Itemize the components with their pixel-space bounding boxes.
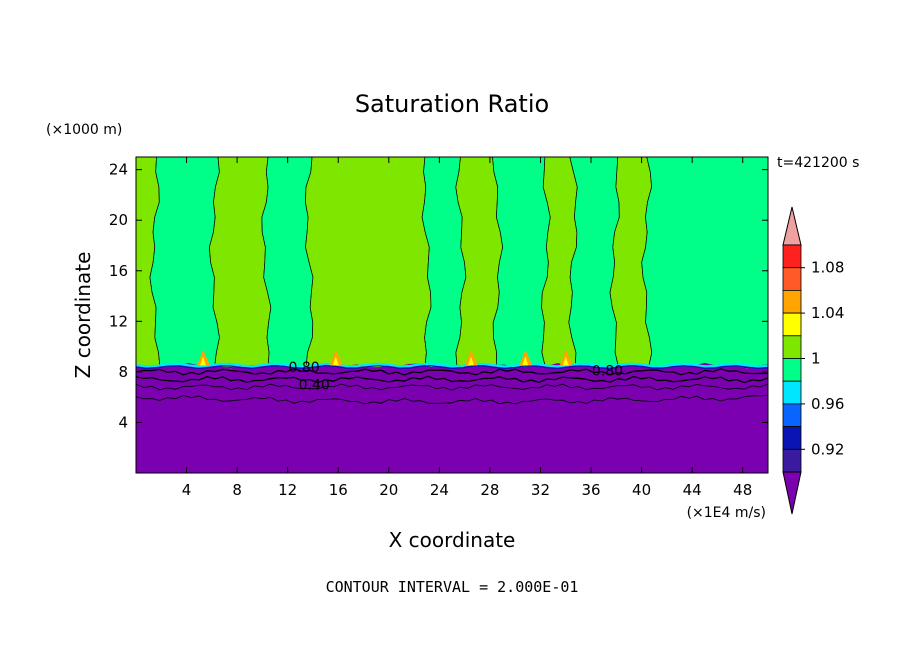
colorbar-label-1.04: 1.04 xyxy=(811,304,844,322)
colorbar-label-0.96: 0.96 xyxy=(811,395,844,413)
x-tick-label-8: 8 xyxy=(232,481,242,499)
x-tick-label-44: 44 xyxy=(683,481,702,499)
isoline-z-6 xyxy=(135,394,769,405)
colorbar-box-1.02-1.04 xyxy=(782,312,802,337)
isoline-z-8 xyxy=(135,368,769,376)
supersat-spot-orange-1 xyxy=(196,349,210,366)
contour-interval-footer: CONTOUR INTERVAL = 2.000E-01 xyxy=(326,578,579,596)
x-tick-label-32: 32 xyxy=(531,481,550,499)
field-region-2 xyxy=(149,156,220,368)
x-axis-title: X coordinate xyxy=(389,528,516,552)
colorbar-box-1.00-1.02 xyxy=(782,335,802,359)
colorbar-box-1.08-1.10 xyxy=(782,244,802,269)
x-tick-label-12: 12 xyxy=(278,481,297,499)
x-unit-label: (×1E4 m/s) xyxy=(687,505,766,521)
colorbar-box-0.94-0.96 xyxy=(782,403,802,427)
supersat-spot-yellow-5 xyxy=(562,356,569,366)
supersat-spot-yellow-1 xyxy=(199,356,206,366)
field-region-5 xyxy=(305,156,432,368)
x-tick-label-28: 28 xyxy=(480,481,499,499)
z-tick-label-4: 4 xyxy=(118,413,128,431)
contour-label-2: 0.40 xyxy=(299,378,330,394)
supersat-spot-orange-5 xyxy=(559,349,573,366)
supersat-spot-orange-3 xyxy=(464,349,478,366)
transition-band-blue xyxy=(135,365,769,370)
colorbar-box-1.06-1.08 xyxy=(782,267,802,291)
z-tick-label-20: 20 xyxy=(109,211,128,229)
z-tick-label-12: 12 xyxy=(109,312,128,330)
colorbar: 1.08 1.04 1 0.96 0.92 xyxy=(782,206,844,515)
x-tick-label-36: 36 xyxy=(581,481,600,499)
supersat-spot-orange-2 xyxy=(329,349,343,366)
plot-frame xyxy=(135,156,769,474)
colorbar-box-0.90-0.92 xyxy=(782,448,802,473)
x-tick-label-48: 48 xyxy=(733,481,752,499)
z-axis-title: Z coordinate xyxy=(71,252,95,379)
colorbar-upper-triangle xyxy=(782,206,802,246)
x-tick-label-4: 4 xyxy=(182,481,192,499)
x-axis: 4 8 12 16 20 24 28 32 36 40 44 48 xyxy=(182,157,752,499)
supersat-spot-yellow-3 xyxy=(467,356,474,366)
z-tick-label-8: 8 xyxy=(118,363,128,381)
z-unit-label: (×1000 m) xyxy=(46,122,122,138)
z-tick-label-24: 24 xyxy=(109,161,128,179)
supersat-spot-yellow-2 xyxy=(332,356,339,366)
colorbar-label-1: 1 xyxy=(811,350,821,368)
chart-title: Saturation Ratio xyxy=(355,90,549,118)
time-label: t=421200 s xyxy=(777,155,859,171)
x-tick-label-24: 24 xyxy=(430,481,449,499)
colorbar-label-1.08: 1.08 xyxy=(811,259,844,277)
dry-layer xyxy=(136,362,768,473)
supersaturated-spots xyxy=(196,349,573,366)
z-axis: 4 8 12 16 20 24 xyxy=(109,161,768,431)
x-tick-label-16: 16 xyxy=(329,481,348,499)
colorbar-label-0.92: 0.92 xyxy=(811,440,844,458)
colorbar-lower-triangle xyxy=(782,471,802,515)
isoline-z-6.8 xyxy=(135,383,769,391)
transition-band-cyan xyxy=(135,362,769,368)
z-tick-label-16: 16 xyxy=(109,262,128,280)
supersat-spot-yellow-4 xyxy=(522,356,529,366)
x-tick-label-40: 40 xyxy=(632,481,651,499)
contour-labels: 0.80 0.40 0.80 xyxy=(289,360,624,394)
colorbar-box-0.96-0.98 xyxy=(782,380,802,405)
contour-label-3: 0.80 xyxy=(592,364,623,380)
contour-plot: 0.80 0.40 0.80 xyxy=(135,156,769,474)
contour-isolines xyxy=(135,368,769,405)
field-region-8 xyxy=(492,156,551,368)
field-region-12 xyxy=(641,156,769,368)
colorbar-box-1.04-1.06 xyxy=(782,289,802,314)
supersat-spot-orange-4 xyxy=(519,349,533,366)
x-tick-label-20: 20 xyxy=(379,481,398,499)
isoline-z-7.4 xyxy=(135,375,769,384)
colorbar-box-0.92-0.94 xyxy=(782,426,802,450)
colorbar-box-0.98-1.00 xyxy=(782,358,802,382)
contour-label-1: 0.80 xyxy=(289,360,320,376)
field-region-4 xyxy=(261,156,314,368)
filled-contour-field xyxy=(135,156,769,473)
